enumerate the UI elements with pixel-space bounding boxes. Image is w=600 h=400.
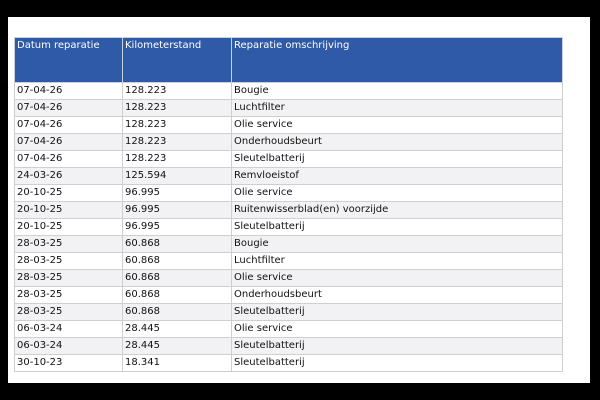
table-cell: 28.445 — [122, 337, 232, 355]
table-row: 20-10-25 96.995 Ruitenwisserblad(en) voorz… — [14, 201, 563, 219]
table-row: 28-03-25 60.868 Olie service — [14, 269, 563, 287]
table-cell: 96.995 — [122, 184, 232, 202]
table-row: 06-03-24 28.445 Sleutelbatterij — [14, 337, 563, 355]
table-row: 07-04-26 128.223 Luchtfilter — [14, 99, 563, 117]
table-row: 28-03-25 60.868 Onderhoudsbeurt — [14, 286, 563, 304]
table-cell: Onderhoudsbeurt — [231, 133, 563, 151]
table-cell: Luchtfilter — [231, 99, 563, 117]
table-cell: Bougie — [231, 82, 563, 100]
table-cell: Olie service — [231, 269, 563, 287]
page: Datum reparatie Kilometerstand Reparatie… — [8, 17, 590, 383]
table-row: 20-10-25 96.995 Sleutelbatterij — [14, 218, 563, 236]
table-cell: 07-04-26 — [14, 150, 123, 168]
header-cell: Datum reparatie — [14, 37, 123, 83]
table-cell: 30-10-23 — [14, 354, 123, 372]
table-cell: Olie service — [231, 116, 563, 134]
table-cell: 60.868 — [122, 286, 232, 304]
table-cell: Sleutelbatterij — [231, 303, 563, 321]
table-cell: 28.445 — [122, 320, 232, 338]
header-cell: Kilometerstand — [122, 37, 232, 83]
table-cell: 96.995 — [122, 201, 232, 219]
table-row: 07-04-26 128.223 Bougie — [14, 82, 563, 100]
table-cell: Sleutelbatterij — [231, 354, 563, 372]
table-cell: 60.868 — [122, 269, 232, 287]
table-cell: 20-10-25 — [14, 218, 123, 236]
header-row: Datum reparatie Kilometerstand Reparatie… — [14, 37, 563, 83]
table-cell: 128.223 — [122, 99, 232, 117]
table-row: 07-04-26 128.223 Onderhoudsbeurt — [14, 133, 563, 151]
table-cell: Ruitenwisserblad(en) voorzijde — [231, 201, 563, 219]
table-cell: 07-04-26 — [14, 133, 123, 151]
table-cell: 125.594 — [122, 167, 232, 185]
table-cell: Olie service — [231, 320, 563, 338]
table-cell: 20-10-25 — [14, 201, 123, 219]
table-row: 24-03-26 125.594 Remvloeistof — [14, 167, 563, 185]
table-cell: 28-03-25 — [14, 286, 123, 304]
table-cell: 28-03-25 — [14, 235, 123, 253]
table-cell: Sleutelbatterij — [231, 218, 563, 236]
table-cell: 07-04-26 — [14, 99, 123, 117]
table-cell: Remvloeistof — [231, 167, 563, 185]
table-cell: 06-03-24 — [14, 337, 123, 355]
repair-table: Datum reparatie Kilometerstand Reparatie… — [14, 37, 563, 372]
table-cell: Sleutelbatterij — [231, 337, 563, 355]
table-cell: 60.868 — [122, 235, 232, 253]
table-cell: 96.995 — [122, 218, 232, 236]
table-cell: Onderhoudsbeurt — [231, 286, 563, 304]
table-row: 20-10-25 96.995 Olie service — [14, 184, 563, 202]
table-cell: 128.223 — [122, 116, 232, 134]
header-cell: Reparatie omschrijving — [231, 37, 563, 83]
table-cell: 07-04-26 — [14, 82, 123, 100]
table-cell: 28-03-25 — [14, 269, 123, 287]
table-cell: 24-03-26 — [14, 167, 123, 185]
table-cell: 20-10-25 — [14, 184, 123, 202]
table-cell: 60.868 — [122, 252, 232, 270]
table-cell: 28-03-25 — [14, 252, 123, 270]
table-cell: 128.223 — [122, 82, 232, 100]
table-cell: 07-04-26 — [14, 116, 123, 134]
table-row: 28-03-25 60.868 Luchtfilter — [14, 252, 563, 270]
table-row: 07-04-26 128.223 Olie service — [14, 116, 563, 134]
table-cell: 06-03-24 — [14, 320, 123, 338]
table-cell: Bougie — [231, 235, 563, 253]
table-cell: Luchtfilter — [231, 252, 563, 270]
table-cell: Olie service — [231, 184, 563, 202]
table-row: 28-03-25 60.868 Bougie — [14, 235, 563, 253]
table-cell: 128.223 — [122, 150, 232, 168]
table-row: 28-03-25 60.868 Sleutelbatterij — [14, 303, 563, 321]
table-cell: Sleutelbatterij — [231, 150, 563, 168]
table-row: 30-10-23 18.341 Sleutelbatterij — [14, 354, 563, 372]
table-cell: 60.868 — [122, 303, 232, 321]
table-cell: 128.223 — [122, 133, 232, 151]
table-row: 06-03-24 28.445 Olie service — [14, 320, 563, 338]
table-cell: 18.341 — [122, 354, 232, 372]
table-cell: 28-03-25 — [14, 303, 123, 321]
table-row: 07-04-26 128.223 Sleutelbatterij — [14, 150, 563, 168]
